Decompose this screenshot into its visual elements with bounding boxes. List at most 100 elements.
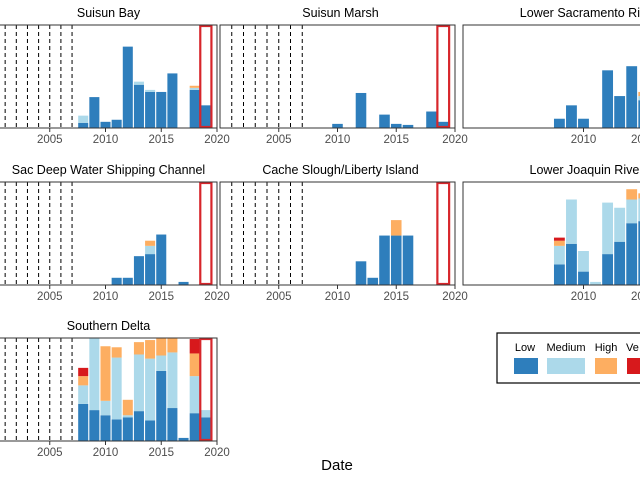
bar-segment <box>614 241 626 285</box>
bar-segment <box>78 115 89 123</box>
bar-segment <box>553 264 565 285</box>
x-tick-label: 2010 <box>571 134 597 146</box>
panel-background <box>0 182 217 285</box>
x-tick-label: 2010 <box>93 447 119 459</box>
highlight-box <box>436 181 451 286</box>
bar-segment <box>638 96 640 101</box>
bar-segment <box>178 437 189 441</box>
bar-segment <box>626 223 638 285</box>
legend-label-high: High <box>595 342 618 354</box>
bar-segment <box>189 85 200 88</box>
x-tick-label: 2015 <box>631 291 640 303</box>
x-tick-label: 2005 <box>37 447 63 459</box>
x-axis-label: Date <box>321 457 353 474</box>
legend: Low Medium High Ve <box>496 332 640 384</box>
panel-background <box>463 25 640 128</box>
x-tick-label: 2015 <box>148 134 174 146</box>
bar-segment <box>89 410 100 441</box>
x-tick-label: 2015 <box>148 447 174 459</box>
panel-background <box>463 182 640 285</box>
bar-segment <box>200 417 211 441</box>
bar-segment <box>614 96 626 128</box>
bar-segment <box>402 235 414 285</box>
bar-segment <box>78 385 89 404</box>
bar-segment <box>122 417 133 441</box>
panel-title: Lower Joaquin River <box>530 163 640 177</box>
bar-segment <box>145 254 156 285</box>
bar-segment <box>156 338 167 356</box>
bar-segment <box>100 415 111 441</box>
bar-segment <box>111 347 122 358</box>
bar-segment <box>626 66 638 128</box>
panel-background <box>220 25 455 128</box>
bar-segment <box>638 193 640 199</box>
bar-segment <box>100 346 111 401</box>
bar-segment <box>437 121 449 128</box>
bar-segment <box>156 355 167 371</box>
bar-segment <box>133 411 144 441</box>
x-tick-label: 2020 <box>442 291 468 303</box>
legend-swatch-medium <box>547 358 585 374</box>
bar-segment <box>200 105 211 128</box>
x-tick-label: 2015 <box>631 134 640 146</box>
bar-segment <box>111 419 122 441</box>
panel-title: Suisun Marsh <box>302 6 378 20</box>
bar-segment <box>566 243 577 285</box>
bar-segment <box>189 353 200 377</box>
bar-segment <box>332 123 343 128</box>
bar-segment <box>578 251 589 272</box>
bar-segment <box>78 367 89 377</box>
bar-segment <box>189 89 200 128</box>
bar-segment <box>626 199 638 224</box>
panel-7: Southern Delta 2005 2010 2015 2020 <box>0 319 230 459</box>
bar-segment <box>156 234 167 285</box>
bar-segment <box>602 254 614 285</box>
bar-segment <box>122 399 133 416</box>
bar-segment <box>111 357 122 420</box>
bar-segment <box>379 114 390 128</box>
chart-panels: Suisun Bay 2005 2010 2015 2020 Suisun Marsh 20… <box>0 6 640 459</box>
x-tick-label: 2015 <box>383 134 409 146</box>
panel-6: Lower Joaquin River 2010 2015 <box>462 163 640 303</box>
bar-segment <box>78 122 89 128</box>
bar-segment <box>145 240 156 246</box>
bar-segment <box>89 338 100 411</box>
panel-3: Lower Sacramento Rive 2010 2015 <box>462 6 640 146</box>
bar-segment <box>145 89 156 92</box>
bar-segment <box>426 111 437 128</box>
bar-segment <box>178 281 189 285</box>
x-tick-label: 2020 <box>204 291 230 303</box>
bar-segment <box>167 73 178 128</box>
bar-segment <box>133 84 144 128</box>
panel-title: Cache Slough/Liberty Island <box>262 163 418 177</box>
bar-segment <box>167 352 178 409</box>
bar-segment <box>402 124 414 128</box>
highlight-box <box>436 24 451 129</box>
bar-segment <box>200 410 211 418</box>
panel-background <box>220 182 455 285</box>
x-tick-label: 2005 <box>266 134 292 146</box>
legend-swatch-low <box>514 358 538 374</box>
bar-segment <box>553 240 565 246</box>
x-tick-label: 2010 <box>325 134 351 146</box>
bar-segment <box>638 198 640 222</box>
x-tick-label: 2020 <box>204 447 230 459</box>
bar-segment <box>602 70 614 128</box>
bar-segment <box>100 400 111 416</box>
panel-background <box>0 25 217 128</box>
x-tick-label: 2010 <box>325 291 351 303</box>
bar-segment <box>553 237 565 241</box>
bar-segment <box>638 91 640 97</box>
bar-segment <box>156 91 167 128</box>
bar-segment <box>133 81 144 85</box>
bar-segment <box>133 354 144 412</box>
x-tick-label: 2010 <box>93 291 119 303</box>
legend-label-very-high: Ve <box>626 342 639 354</box>
bar-segment <box>566 199 577 244</box>
bar-segment <box>638 221 640 285</box>
bar-segment <box>133 256 144 285</box>
panel-2: Suisun Marsh 2005 2010 2015 2020 <box>219 6 468 146</box>
bar-segment <box>145 91 156 128</box>
bar-segment <box>367 277 379 285</box>
bar-segment <box>355 261 367 285</box>
